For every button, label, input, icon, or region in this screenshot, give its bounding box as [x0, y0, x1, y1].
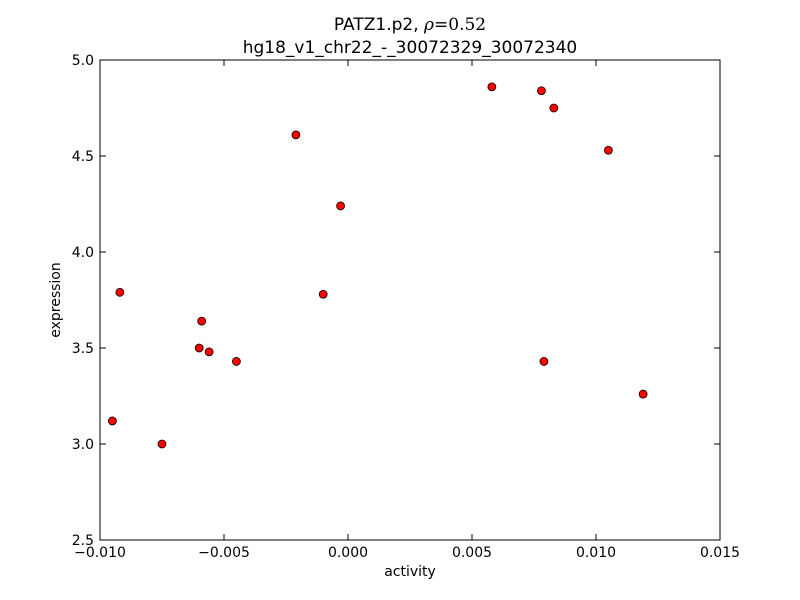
- data-point: [604, 145, 613, 155]
- y-tick-label: 2.5: [72, 533, 94, 549]
- x-tick-label: 0.000: [328, 545, 368, 561]
- x-tick-label: −0.010: [74, 545, 126, 561]
- y-tick-label: 4.0: [72, 245, 94, 261]
- chart-title-line2: hg18_v1_chr22_-_30072329_30072340: [243, 38, 578, 58]
- data-point: [336, 201, 345, 211]
- data-point: [157, 439, 167, 449]
- title-rho-symbol: ρ: [423, 15, 434, 35]
- data-point: [204, 347, 214, 357]
- data-point: [194, 343, 204, 353]
- data-point: [115, 287, 125, 297]
- title-prefix: PATZ1.p2,: [334, 15, 424, 35]
- data-point: [487, 82, 497, 92]
- axes-frame: [99, 59, 721, 541]
- y-axis-label: expression: [48, 262, 64, 338]
- x-tick-label: 0.005: [452, 545, 492, 561]
- title-rho-equals: =: [434, 15, 448, 35]
- y-tick-label: 5.0: [72, 53, 94, 69]
- data-point: [108, 416, 117, 426]
- y-tick-label: 3.0: [72, 437, 94, 453]
- data-point: [549, 103, 559, 113]
- plot-area: −0.010 −0.005 0.000 0.005 0.010 0.015 2.5 3.0 3.…: [72, 53, 740, 561]
- title-rho-value: 0.52: [448, 15, 486, 35]
- data-point: [539, 357, 549, 366]
- data-point: [291, 130, 301, 140]
- data-point: [537, 86, 546, 96]
- x-tick-label: 0.015: [700, 545, 740, 561]
- y-tick-label: 4.5: [72, 149, 94, 165]
- data-point: [318, 289, 328, 299]
- data-point: [638, 389, 648, 399]
- chart-title-line1: PATZ1.p2, ρ=0.52: [334, 15, 486, 35]
- data-point: [197, 316, 207, 326]
- y-tick-label: 3.5: [72, 341, 94, 357]
- x-tick-label: −0.005: [198, 545, 250, 561]
- data-point: [231, 357, 241, 366]
- x-tick-label: 0.010: [576, 545, 616, 561]
- x-axis-label: activity: [384, 564, 436, 580]
